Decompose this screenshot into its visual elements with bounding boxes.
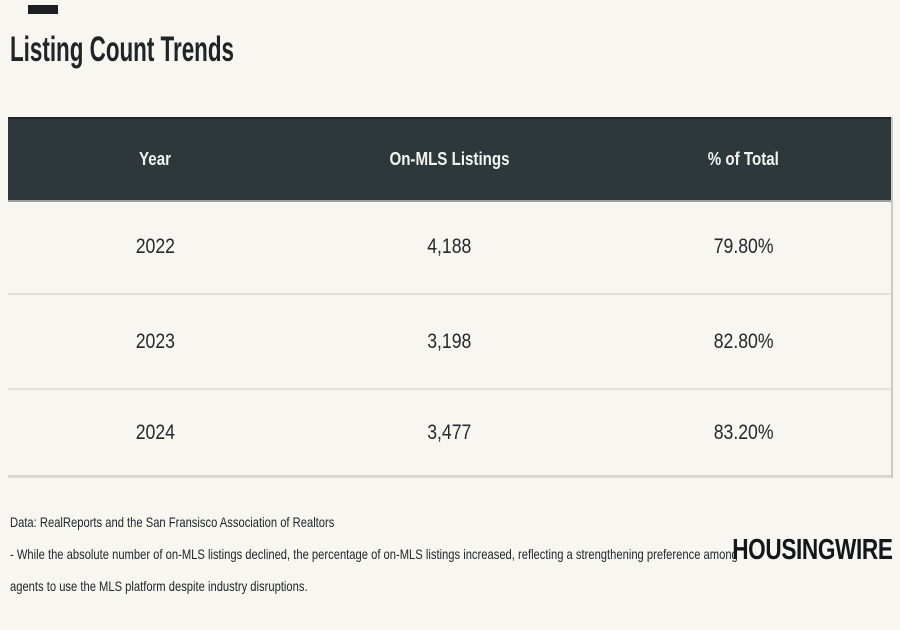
- cell-year: 2024: [8, 421, 302, 445]
- cell-year-value: 2024: [135, 420, 175, 444]
- cell-year-value: 2022: [135, 234, 175, 258]
- cell-pct: 79.80%: [597, 235, 891, 259]
- cell-pct-value: 82.80%: [713, 329, 774, 353]
- column-header-on-mls-listings-label: On-MLS Listings: [389, 149, 510, 169]
- cell-listings-value: 3,477: [427, 420, 472, 444]
- column-header-pct-of-total: % of Total: [597, 149, 891, 170]
- column-header-on-mls-listings: On-MLS Listings: [302, 149, 596, 170]
- column-header-pct-of-total-label: % of Total: [708, 149, 780, 169]
- cell-pct: 83.20%: [597, 421, 891, 445]
- column-header-year-label: Year: [139, 149, 172, 169]
- table-row-2023: 2023 3,198 82.80%: [8, 295, 891, 390]
- footer: Data: RealReports and the San Fransisco …: [10, 506, 900, 602]
- cell-listings: 3,477: [302, 421, 596, 445]
- page-title: Listing Count Trends: [10, 30, 360, 70]
- column-header-year: Year: [8, 149, 302, 170]
- housingwire-logo-text: HOUSINGWIRE: [732, 534, 894, 566]
- cell-year: 2023: [8, 330, 302, 354]
- cell-listings: 4,188: [302, 235, 596, 259]
- table-row-2024: 2024 3,477 83.20%: [8, 390, 891, 478]
- cell-year: 2022: [8, 235, 302, 259]
- page-title-text: Listing Count Trends: [10, 30, 234, 69]
- cell-listings-value: 4,188: [427, 234, 472, 258]
- footnote-line-1-text: - While the absolute number of on-MLS li…: [10, 546, 738, 562]
- cell-pct-value: 83.20%: [713, 420, 774, 444]
- housingwire-logo: HOUSINGWIRE: [687, 534, 894, 567]
- footnote-line-1: - While the absolute number of on-MLS li…: [10, 538, 900, 570]
- cell-pct: 82.80%: [597, 330, 891, 354]
- table-header-row: Year On-MLS Listings % of Total: [8, 117, 891, 200]
- footnote-line-2-text: agents to use the MLS platform despite i…: [10, 578, 308, 594]
- cell-year-value: 2023: [135, 329, 175, 353]
- listing-count-table: Year On-MLS Listings % of Total 2022 4,1…: [8, 117, 893, 478]
- table-row-2022: 2022 4,188 79.80%: [8, 200, 891, 295]
- data-source-text: Data: RealReports and the San Fransisco …: [10, 514, 335, 530]
- data-source: Data: RealReports and the San Fransisco …: [10, 506, 900, 538]
- cell-pct-value: 79.80%: [713, 234, 774, 258]
- footnote-line-2: agents to use the MLS platform despite i…: [10, 570, 900, 602]
- cell-listings-value: 3,198: [427, 329, 472, 353]
- cell-listings: 3,198: [302, 330, 596, 354]
- corner-mark: [28, 5, 58, 14]
